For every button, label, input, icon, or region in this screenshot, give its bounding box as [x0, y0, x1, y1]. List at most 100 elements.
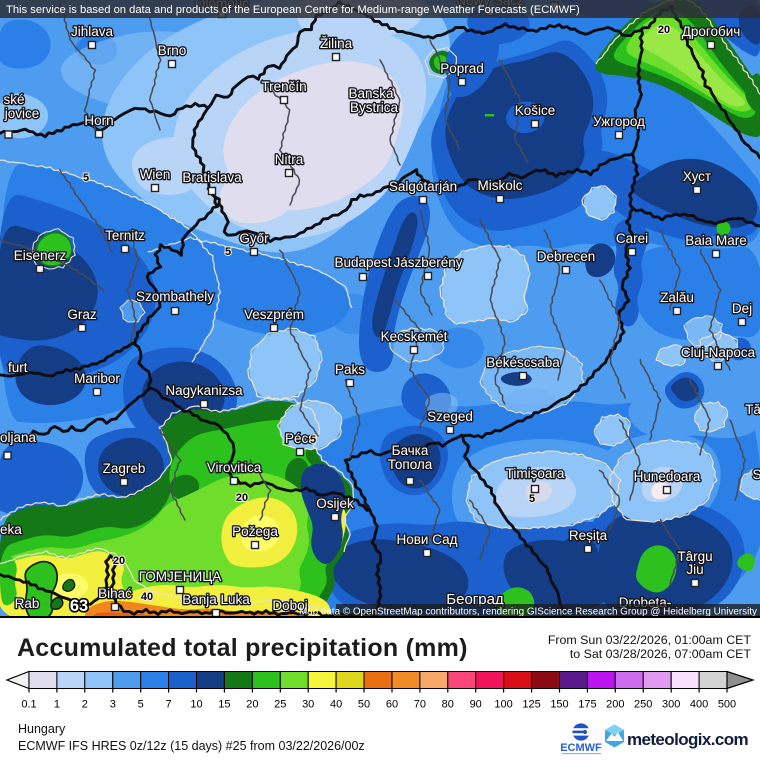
svg-text:Košice: Košice — [515, 103, 556, 118]
svg-text:Bihać: Bihać — [98, 586, 132, 601]
svg-text:Banská: Banská — [348, 86, 394, 101]
svg-text:Paks: Paks — [335, 362, 365, 377]
svg-text:Tă: Tă — [745, 402, 760, 417]
svg-text:Accumulated total precipitatio: Accumulated total precipitation (mm) — [17, 634, 468, 662]
svg-text:40: 40 — [141, 591, 153, 603]
svg-text:Timișoara: Timișoara — [506, 466, 565, 481]
svg-text:250: 250 — [634, 699, 652, 711]
svg-text:ECMWF: ECMWF — [560, 742, 602, 754]
svg-text:5: 5 — [138, 699, 144, 711]
svg-text:40: 40 — [330, 699, 342, 711]
svg-text:70: 70 — [414, 699, 426, 711]
svg-text:Dej: Dej — [732, 301, 752, 316]
svg-text:Târgu: Târgu — [677, 549, 712, 564]
svg-text:Debrecen: Debrecen — [537, 249, 596, 264]
svg-text:meteologix.com: meteologix.com — [627, 730, 749, 749]
svg-text:Horn: Horn — [84, 113, 113, 128]
svg-text:Banja Luka: Banja Luka — [182, 592, 250, 607]
svg-text:Wien: Wien — [140, 167, 171, 182]
svg-text:S: S — [752, 467, 760, 482]
svg-text:Doboj: Doboj — [272, 598, 307, 613]
svg-text:175: 175 — [578, 699, 596, 711]
svg-text:Békéscsaba: Békéscsaba — [486, 355, 560, 370]
svg-text:to Sat 03/28/2026, 07:00am CET: to Sat 03/28/2026, 07:00am CET — [570, 647, 752, 661]
svg-text:20: 20 — [246, 699, 258, 711]
svg-text:ské: ské — [3, 92, 24, 107]
svg-text:2: 2 — [82, 699, 88, 711]
svg-text:200: 200 — [606, 699, 624, 711]
svg-text:Salgótarján: Salgótarján — [389, 179, 457, 194]
svg-text:Jászberény: Jászberény — [393, 255, 462, 270]
svg-text:Poprad: Poprad — [440, 61, 484, 76]
svg-text:Map data © OpenStreetMap contr: Map data © OpenStreetMap contributors, r… — [299, 607, 757, 618]
svg-text:Budapest: Budapest — [334, 255, 391, 270]
svg-text:3: 3 — [110, 699, 116, 711]
svg-text:Szombathely: Szombathely — [136, 289, 214, 304]
svg-text:Győr: Győr — [239, 231, 269, 246]
svg-text:Hunedoara: Hunedoara — [634, 469, 701, 484]
svg-text:Szeged: Szeged — [427, 409, 473, 424]
svg-text:This service is based on data: This service is based on data and produc… — [6, 4, 580, 16]
svg-text:Хуст: Хуст — [683, 169, 711, 184]
svg-text:90: 90 — [470, 699, 482, 711]
svg-text:Veszprém: Veszprém — [244, 307, 304, 322]
svg-text:Zagreb: Zagreb — [103, 461, 146, 476]
svg-text:Zalău: Zalău — [660, 290, 694, 305]
svg-text:Baia Mare: Baia Mare — [685, 233, 747, 248]
svg-text:Reșița: Reșița — [569, 528, 608, 543]
svg-text:1: 1 — [54, 699, 60, 711]
svg-text:Hungary: Hungary — [18, 722, 66, 736]
svg-text:Pécs: Pécs — [285, 431, 315, 446]
svg-text:Jihlava: Jihlava — [71, 24, 114, 39]
svg-text:Ужгород: Ужгород — [593, 114, 645, 129]
svg-text:Nitra: Nitra — [275, 152, 304, 167]
svg-text:Нови Сад: Нови Сад — [396, 532, 457, 547]
svg-text:ECMWF IFS HRES 0z/12z (15 days: ECMWF IFS HRES 0z/12z (15 days) #25 from… — [18, 739, 365, 753]
svg-text:oljana: oljana — [0, 430, 37, 445]
svg-text:ГОМЈЕНИЦА: ГОМЈЕНИЦА — [139, 569, 222, 584]
svg-text:100: 100 — [494, 699, 512, 711]
svg-text:20: 20 — [658, 24, 670, 36]
svg-text:Ternitz: Ternitz — [105, 228, 145, 243]
svg-text:Žilina: Žilina — [320, 36, 353, 51]
svg-text:Rab: Rab — [15, 596, 40, 611]
svg-text:Virovitica: Virovitica — [207, 460, 262, 475]
svg-text:Eisenerz: Eisenerz — [14, 248, 67, 263]
svg-text:20: 20 — [113, 555, 125, 567]
svg-text:Топола: Топола — [388, 457, 433, 472]
svg-text:Дрогобич: Дрогобич — [682, 24, 741, 39]
svg-text:0.1: 0.1 — [21, 699, 36, 711]
svg-text:5: 5 — [83, 172, 89, 184]
svg-text:5: 5 — [529, 493, 535, 505]
svg-text:125: 125 — [522, 699, 540, 711]
svg-text:Bystrica: Bystrica — [350, 100, 399, 115]
svg-text:eka: eka — [0, 522, 22, 537]
svg-text:15: 15 — [218, 699, 230, 711]
svg-text:Nagykanizsa: Nagykanizsa — [165, 383, 243, 398]
svg-text:jovice: jovice — [4, 106, 40, 121]
svg-text:25: 25 — [274, 699, 286, 711]
svg-text:Miskolc: Miskolc — [477, 178, 522, 193]
svg-text:300: 300 — [662, 699, 680, 711]
svg-text:20: 20 — [236, 492, 248, 504]
svg-text:60: 60 — [386, 699, 398, 711]
svg-text:30: 30 — [302, 699, 314, 711]
svg-text:furt: furt — [8, 360, 28, 375]
svg-text:From Sun 03/22/2026, 01:00am C: From Sun 03/22/2026, 01:00am CET — [548, 633, 752, 647]
svg-text:Cluj-Napoca: Cluj-Napoca — [681, 345, 756, 360]
svg-text:80: 80 — [442, 699, 454, 711]
svg-text:Maribor: Maribor — [74, 371, 120, 386]
svg-text:Osijek: Osijek — [316, 496, 354, 511]
svg-text:Carei: Carei — [616, 231, 648, 246]
svg-text:Kecskemét: Kecskemét — [381, 329, 448, 344]
svg-text:5: 5 — [225, 246, 231, 258]
svg-text:Jiu: Jiu — [686, 562, 703, 577]
svg-text:5: 5 — [310, 434, 316, 446]
svg-text:Brno: Brno — [158, 43, 187, 58]
svg-text:Graz: Graz — [67, 307, 97, 322]
svg-text:7: 7 — [166, 699, 172, 711]
svg-text:Bratislava: Bratislava — [182, 170, 242, 185]
svg-text:63: 63 — [70, 597, 88, 615]
svg-text:Бачка: Бачка — [392, 443, 429, 458]
svg-text:500: 500 — [718, 699, 736, 711]
